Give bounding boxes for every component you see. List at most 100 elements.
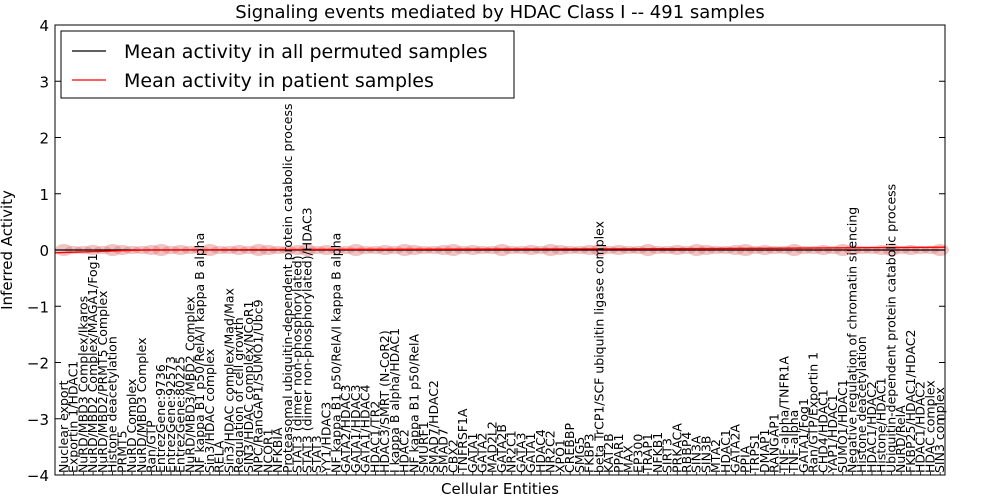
category-label: GATA2: [475, 433, 490, 473]
category-label: Sin3/HDAC complex/Mad/Max: [221, 288, 236, 473]
category-label: MAD2L2: [484, 421, 499, 473]
x-axis-label: Cellular Entities: [441, 480, 559, 498]
category-label: NR2C2: [543, 430, 558, 473]
category-label: SIN3/HDAC complex/NCoR1: [241, 300, 256, 473]
y-tick-label: 3: [39, 73, 49, 91]
category-label: NF kappa B1 p50/RelA/I kappa B alpha: [192, 233, 207, 473]
category-label: STAT3 (dimer non-phosphorylated): [290, 255, 305, 473]
category-label: NF kappa B1 p50/RelA: [406, 333, 421, 473]
category-label: NuRD/MBD3 Complex: [134, 337, 149, 473]
category-label: SMG5: [572, 437, 587, 473]
category-label: PRKACA: [669, 423, 684, 473]
category-label: NF kappa B1 p50/RelA/I kappa B alpha: [328, 233, 343, 473]
category-label: SIN3A: [689, 435, 704, 473]
category-label: FKBP3: [582, 434, 597, 473]
category-label: STAT3 (dimer non-phosphorylated)/HDAC3: [299, 207, 314, 473]
y-axis-label: Inferred Activity: [0, 190, 16, 310]
category-label: TNF-alpha/TNFR1A: [776, 356, 791, 474]
category-label: PPAR1: [611, 434, 626, 473]
category-label: HDAC1/TR2: [367, 401, 382, 473]
category-label: GATA3: [513, 433, 528, 473]
y-axis-ticks: −4 −3 −2 −1 0 1 2 3 4: [27, 17, 945, 485]
y-tick-label: −2: [27, 355, 49, 373]
category-label: MTA2: [708, 439, 723, 473]
category-label: Histone deacetylation: [854, 336, 869, 473]
y-tick-label: 4: [39, 17, 49, 35]
category-label: CREBBP: [562, 423, 577, 473]
category-label: Histone/HDAC1: [874, 377, 889, 473]
y-tick-label: 1: [39, 186, 49, 204]
series-lines: [54, 246, 946, 254]
category-label: RANGAP1: [767, 413, 782, 473]
category-label: NuRD/MBD3/MBD2 Complex: [182, 296, 197, 473]
category-label: FKBP25/HDAC1/HDAC2: [903, 330, 918, 473]
category-label: CHD4/HDAC1: [815, 389, 830, 473]
category-label: SUMO1/HDAC1: [835, 379, 850, 473]
category-label: Ran/GTP: [143, 420, 158, 473]
category-label: Exportin 1/HDAC1: [66, 361, 81, 473]
legend-label-permuted: Mean activity in all permuted samples: [124, 41, 487, 63]
category-label: HDAC2: [397, 429, 412, 473]
category-label: PRMT5: [114, 430, 129, 473]
category-label: NPC/RanGAP1/SUMO1/Ubc9: [251, 299, 266, 473]
y-tick-label: −4: [27, 467, 49, 485]
category-label: Proteasomal ubiquitin-dependent protein …: [280, 104, 295, 474]
category-label: RBBP4: [679, 432, 694, 473]
category-label: NFKB1: [650, 432, 665, 473]
plot-frame: [54, 24, 946, 476]
category-label: Regulation of cell growth: [231, 317, 246, 473]
category-label: EntrezGene:9736: [153, 364, 168, 473]
legend: Mean activity in all permuted samples Me…: [60, 30, 515, 99]
series-line-patient: [54, 246, 946, 254]
category-label: Nuclear export: [56, 380, 71, 473]
category-label: HDAC1: [718, 429, 733, 473]
category-label: Ran/GTP/Exportin 1: [806, 352, 821, 473]
category-label: TNFRSF1A: [455, 408, 470, 474]
category-label: Ubiquitin-dependent protein catabolic pr…: [883, 184, 898, 473]
category-label: Negative regulation of chromatin silenci…: [845, 207, 860, 473]
category-label: YY1/HDAC3: [319, 402, 334, 474]
category-label: SMAD7/HDAC2: [426, 380, 441, 473]
category-label: PPIA: [737, 445, 752, 473]
category-label: RELA: [212, 440, 227, 473]
category-label: SIN3 complex: [932, 387, 947, 473]
category-label: HDAC3/SMRT (N-CoR2): [377, 330, 392, 473]
y-tick-label: 0: [39, 242, 49, 260]
category-label: SIN3B: [698, 436, 713, 474]
category-label: NuRD/MBD3 Complex/Ikaros: [75, 296, 90, 473]
category-label: YAP1/HDAC1: [825, 394, 840, 474]
y-tick-label: −3: [27, 411, 49, 429]
category-label: SMAD7: [436, 428, 451, 473]
category-label: HDAC4: [533, 429, 548, 473]
category-label: GATA2/HDAC3: [338, 385, 353, 473]
category-label: GATA1: [465, 433, 480, 473]
category-label: XPO1: [552, 439, 567, 473]
category-label: beta TrCP1/SCF ubiquitin ligase complex: [591, 221, 606, 473]
category-label: EntrezGene:80225: [173, 356, 188, 473]
category-label: SMURF1: [416, 421, 431, 473]
category-label: NR2C1: [504, 430, 519, 473]
category-label: I kappa B alpha/HDAC1: [387, 328, 402, 473]
category-label: HDAC1/HDAC2: [913, 381, 928, 473]
category-label: TNF-alpha: [786, 410, 801, 474]
category-label: NFKBIA: [270, 427, 285, 473]
category-label: NuRD/MBD2/PRMT5 Complex: [95, 291, 110, 473]
category-label: Histone deacetylation: [105, 336, 120, 473]
category-label: DMAP1: [757, 429, 772, 473]
category-label: GATA1/Fog1: [796, 398, 811, 473]
category-label: STAT3: [309, 435, 324, 473]
category-label: GATA2A: [728, 424, 743, 473]
category-label: CBX2: [445, 439, 460, 473]
category-label: GATA1/HDAC3: [348, 385, 363, 473]
category-label: NuRD/MBD2 Complex/MAGA1/Fog1: [85, 253, 100, 473]
category-label: MAX: [621, 445, 636, 473]
chart-title: Signaling events mediated by HDAC Class …: [235, 2, 764, 23]
category-label: NCOR1: [260, 428, 275, 473]
category-label: Sin3/HDAC complex: [202, 349, 217, 473]
category-label: GATA1: [523, 433, 538, 473]
category-label: HDAC1/HDAC2: [864, 381, 879, 473]
legend-box: [60, 30, 515, 99]
legend-label-patient: Mean activity in patient samples: [124, 70, 434, 92]
